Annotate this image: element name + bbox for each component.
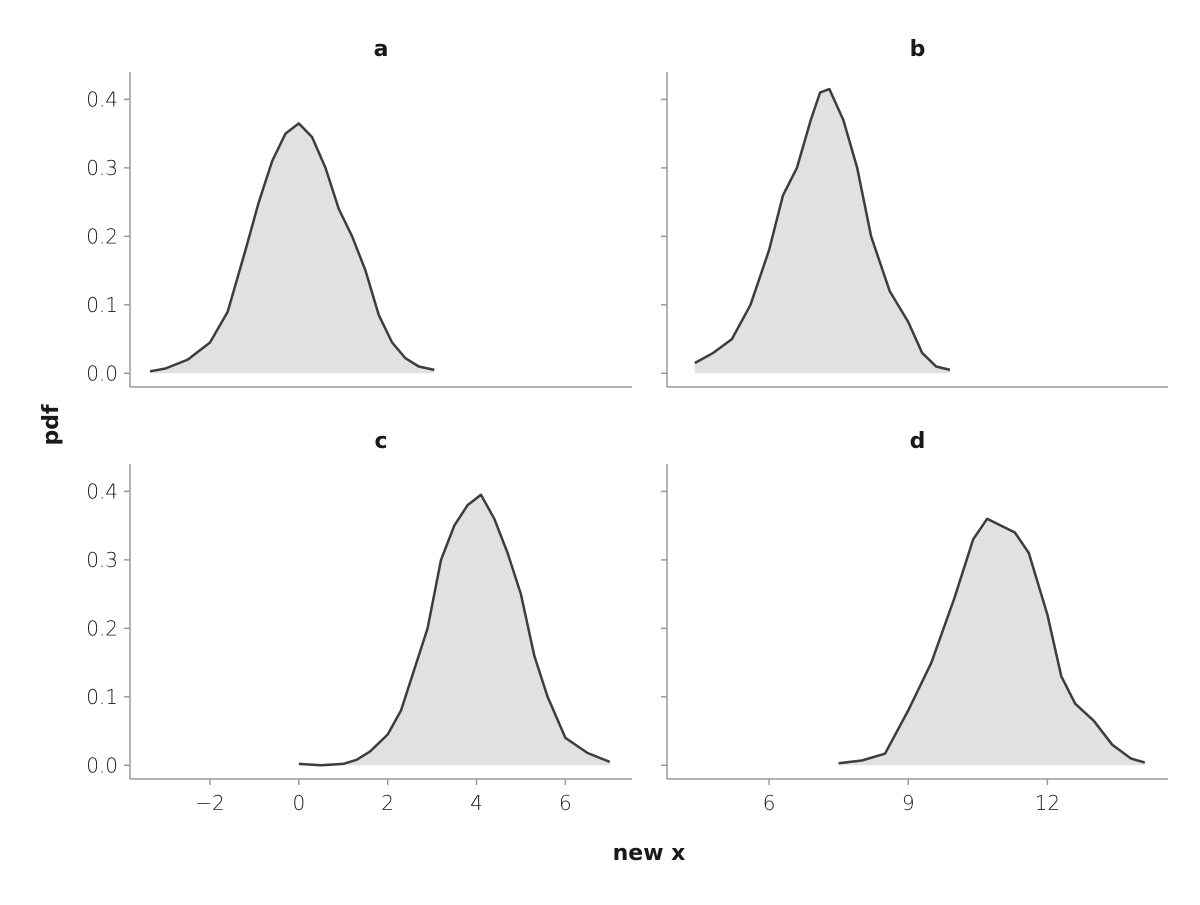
density-line-b: [694, 87, 951, 372]
x-tick-label-c-4: 6: [559, 791, 572, 815]
x-tick-label-c-3: 4: [470, 791, 483, 815]
panel-a: a 0.0 0.1 0.2 0.3 0.4: [86, 37, 632, 388]
y-tick-label-a-2: 0.2: [86, 224, 118, 248]
x-tick-label-d-2: 12: [1035, 791, 1060, 815]
y-tick-label-c-1: 0.1: [86, 685, 118, 709]
x-tick-label-d-0: 6: [763, 791, 776, 815]
y-tick-label-a-0: 0.0: [86, 361, 118, 385]
panel-title-d: d: [910, 429, 926, 454]
density-area-c: [298, 494, 610, 766]
y-tick-label-c-2: 0.2: [86, 616, 118, 640]
panel-d: d 6 9 12: [661, 429, 1168, 815]
y-tick-label-a-1: 0.1: [86, 293, 118, 317]
density-area-a: [150, 123, 435, 374]
density-line-d: [838, 517, 1146, 765]
y-tick-label-c-4: 0.4: [86, 479, 118, 503]
panel-b: b: [661, 37, 1168, 388]
y-tick-label-a-4: 0.4: [86, 87, 118, 111]
x-axis-title: new x: [613, 841, 686, 866]
x-tick-label-c-2: 2: [381, 791, 394, 815]
density-area-b: [694, 89, 950, 374]
density-area-d: [838, 518, 1145, 766]
panel-title-c: c: [374, 429, 387, 454]
x-tick-label-c-1: 0: [292, 791, 305, 815]
y-tick-label-c-0: 0.0: [86, 753, 118, 777]
density-line-a: [149, 122, 435, 373]
x-tick-label-c-0: −2: [195, 791, 224, 815]
density-line-c: [298, 493, 611, 767]
x-tick-label-d-1: 9: [902, 791, 915, 815]
y-axis-title: pdf: [39, 404, 64, 445]
y-tick-label-a-3: 0.3: [86, 156, 118, 180]
panel-c: c 0.0 0.1 0.2 0.3 0.4 −2 0 2 4 6: [86, 429, 632, 815]
panel-title-a: a: [374, 37, 389, 62]
panel-title-b: b: [910, 37, 926, 62]
y-tick-label-c-3: 0.3: [86, 548, 118, 572]
